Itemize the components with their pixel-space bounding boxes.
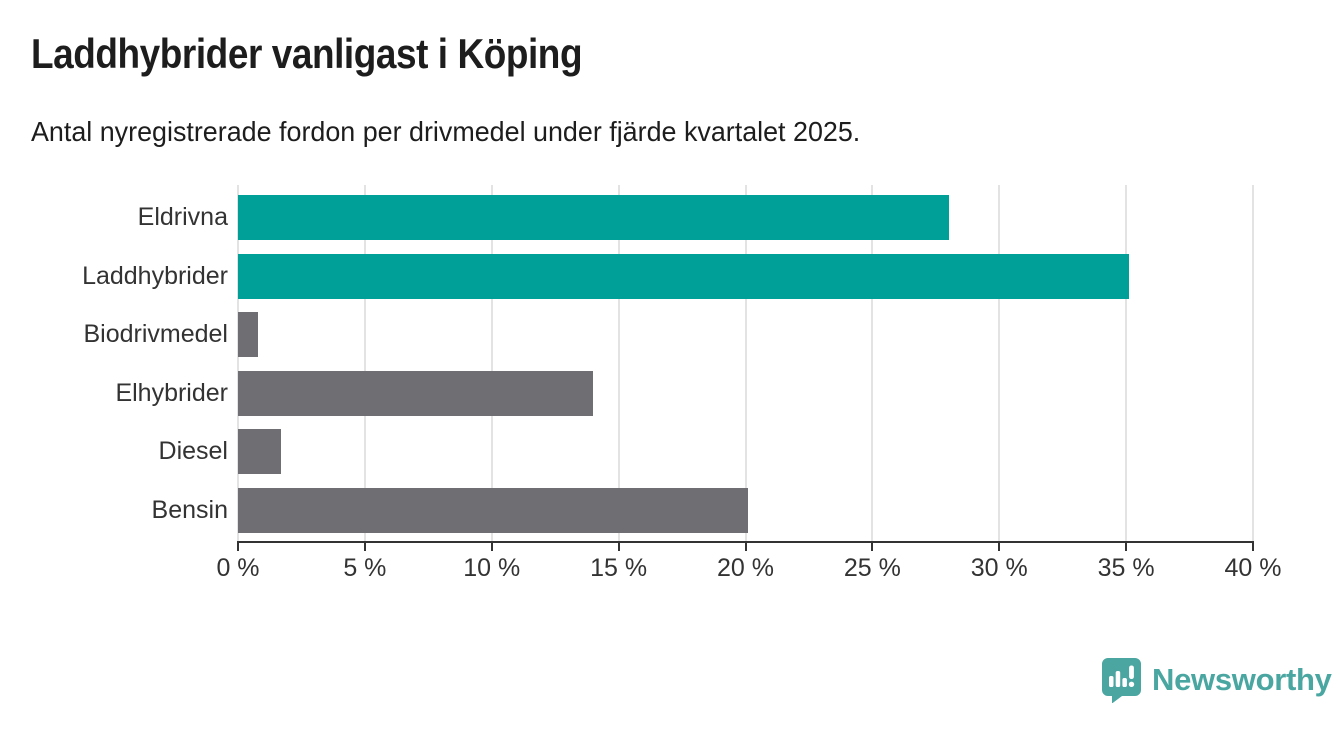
newsworthy-logo-icon bbox=[1101, 657, 1142, 703]
gridline bbox=[237, 185, 239, 541]
category-label-elhybrider: Elhybrider bbox=[115, 378, 228, 407]
category-label-biodrivmedel: Biodrivmedel bbox=[83, 320, 228, 348]
newsworthy-logo-text: Newsworthy bbox=[1152, 662, 1332, 697]
axis-tick bbox=[1252, 541, 1254, 551]
axis-tick-label: 30 % bbox=[970, 554, 1028, 582]
axis-tick bbox=[237, 541, 239, 551]
bar-elhybrider bbox=[238, 370, 594, 416]
axis-tick bbox=[998, 541, 1001, 551]
newsworthy-logo: Newsworthy bbox=[1101, 657, 1332, 703]
axis-tick bbox=[490, 541, 493, 551]
axis-tick-label: 5 % bbox=[343, 554, 387, 582]
gridline bbox=[1252, 185, 1254, 541]
bar-biodrivmedel bbox=[238, 312, 259, 357]
axis-tick bbox=[1125, 541, 1128, 551]
gridline bbox=[363, 185, 366, 541]
axis-tick bbox=[363, 541, 366, 551]
category-label-laddhybrider: Laddhybrider bbox=[82, 261, 228, 290]
bar-bensin bbox=[238, 487, 749, 533]
axis-tick bbox=[871, 541, 874, 551]
axis-tick-label: 20 % bbox=[717, 554, 774, 582]
bar-eldrivna bbox=[238, 195, 949, 240]
category-label-bensin: Bensin bbox=[151, 495, 228, 524]
bar-diesel bbox=[238, 429, 282, 474]
bar-laddhybrider bbox=[238, 253, 1129, 299]
chart-title: Laddhybrider vanligast i Köping bbox=[31, 30, 583, 77]
axis-tick-label: 10 % bbox=[463, 554, 521, 582]
gridline bbox=[1125, 185, 1128, 541]
plot-area: 0 % 5 % 10 % 15 % 20 % 25 % 30 % 35 % 40 % Eldriv… bbox=[82, 185, 1281, 582]
category-label-diesel: Diesel bbox=[158, 437, 228, 465]
axis-tick-label: 25 % bbox=[843, 554, 901, 582]
axis-tick-label: 0 % bbox=[216, 554, 260, 582]
axis-tick bbox=[617, 541, 620, 551]
axis-tick-label: 35 % bbox=[1097, 554, 1155, 582]
chart-subtitle: Antal nyregistrerade fordon per drivmede… bbox=[31, 116, 861, 147]
gridline bbox=[490, 185, 493, 541]
axis-tick bbox=[744, 541, 747, 551]
gridline bbox=[998, 185, 1001, 541]
axis-tick-label: 40 % bbox=[1224, 554, 1282, 582]
gridline bbox=[871, 185, 874, 541]
gridline bbox=[617, 185, 620, 541]
gridline bbox=[744, 185, 747, 541]
category-label-eldrivna: Eldrivna bbox=[137, 203, 228, 231]
axis-tick-label: 15 % bbox=[590, 554, 648, 582]
